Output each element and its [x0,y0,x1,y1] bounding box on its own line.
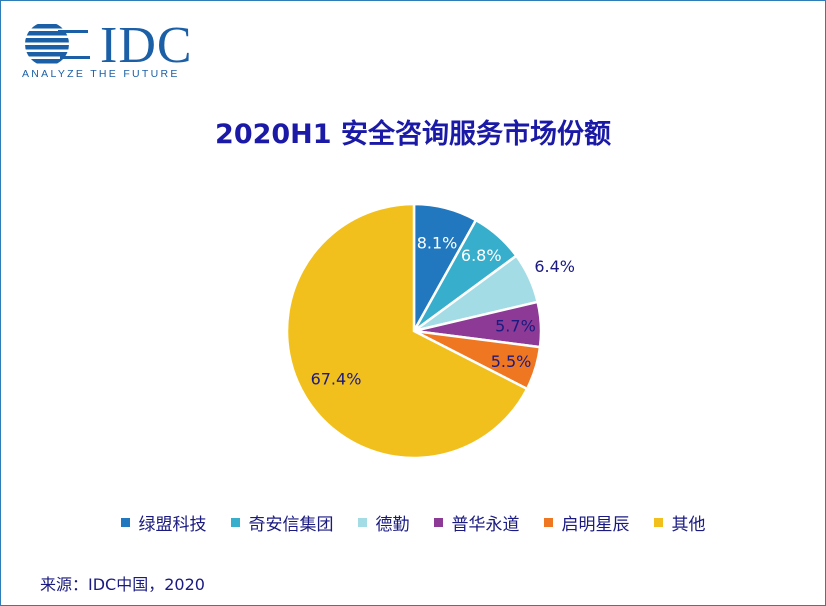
legend-item: 绿盟科技 [120,510,207,535]
logo-tagline: ANALYZE THE FUTURE [22,68,180,80]
pie-labels: 8.1%6.8% 6.4% 5.7% 5.5% 67.4% [311,234,575,389]
legend-item: 其他 [653,510,706,535]
idc-logo: IDC ANALYZE THE FUTURE [20,20,192,81]
legend-swatch [357,518,367,527]
chart-title: 2020H1 安全咨询服务市场份额 [215,119,611,150]
pie-label-4: 5.7% [495,317,536,336]
legend-label: 启明星辰 [561,515,630,535]
legend-swatch [543,518,553,527]
legend-swatch [230,518,240,527]
pie-slices [285,202,543,460]
logo-text: IDC [100,17,193,74]
pie-label-1: 8.1% [417,234,458,253]
legend-item: 启明星辰 [543,510,630,535]
legend-label: 其他 [671,515,706,535]
legend-item: 奇安信集团 [230,510,334,535]
legend-swatch [433,518,443,527]
legend-item: 德勤 [357,510,410,535]
source-note: 来源：IDC中国，2020 [40,575,205,594]
legend-item: 普华永道 [433,510,520,535]
legend-swatch [653,518,663,527]
pie-slice-6 [285,202,529,460]
pie-label-2: 6.8% [461,246,502,265]
legend-label: 奇安信集团 [248,515,334,535]
legend-label: 普华永道 [451,515,520,535]
pie-label-3: 6.4% [534,257,575,276]
legend: 绿盟科技 奇安信集团 德勤 普华永道 启明星辰 其他 [0,510,826,535]
legend-swatch [120,518,130,527]
legend-label: 绿盟科技 [138,515,207,535]
legend-label: 德勤 [375,515,410,535]
globe-icon [25,24,90,64]
pie-label-5: 5.5% [491,352,532,371]
pie-label-6: 67.4% [311,370,362,389]
